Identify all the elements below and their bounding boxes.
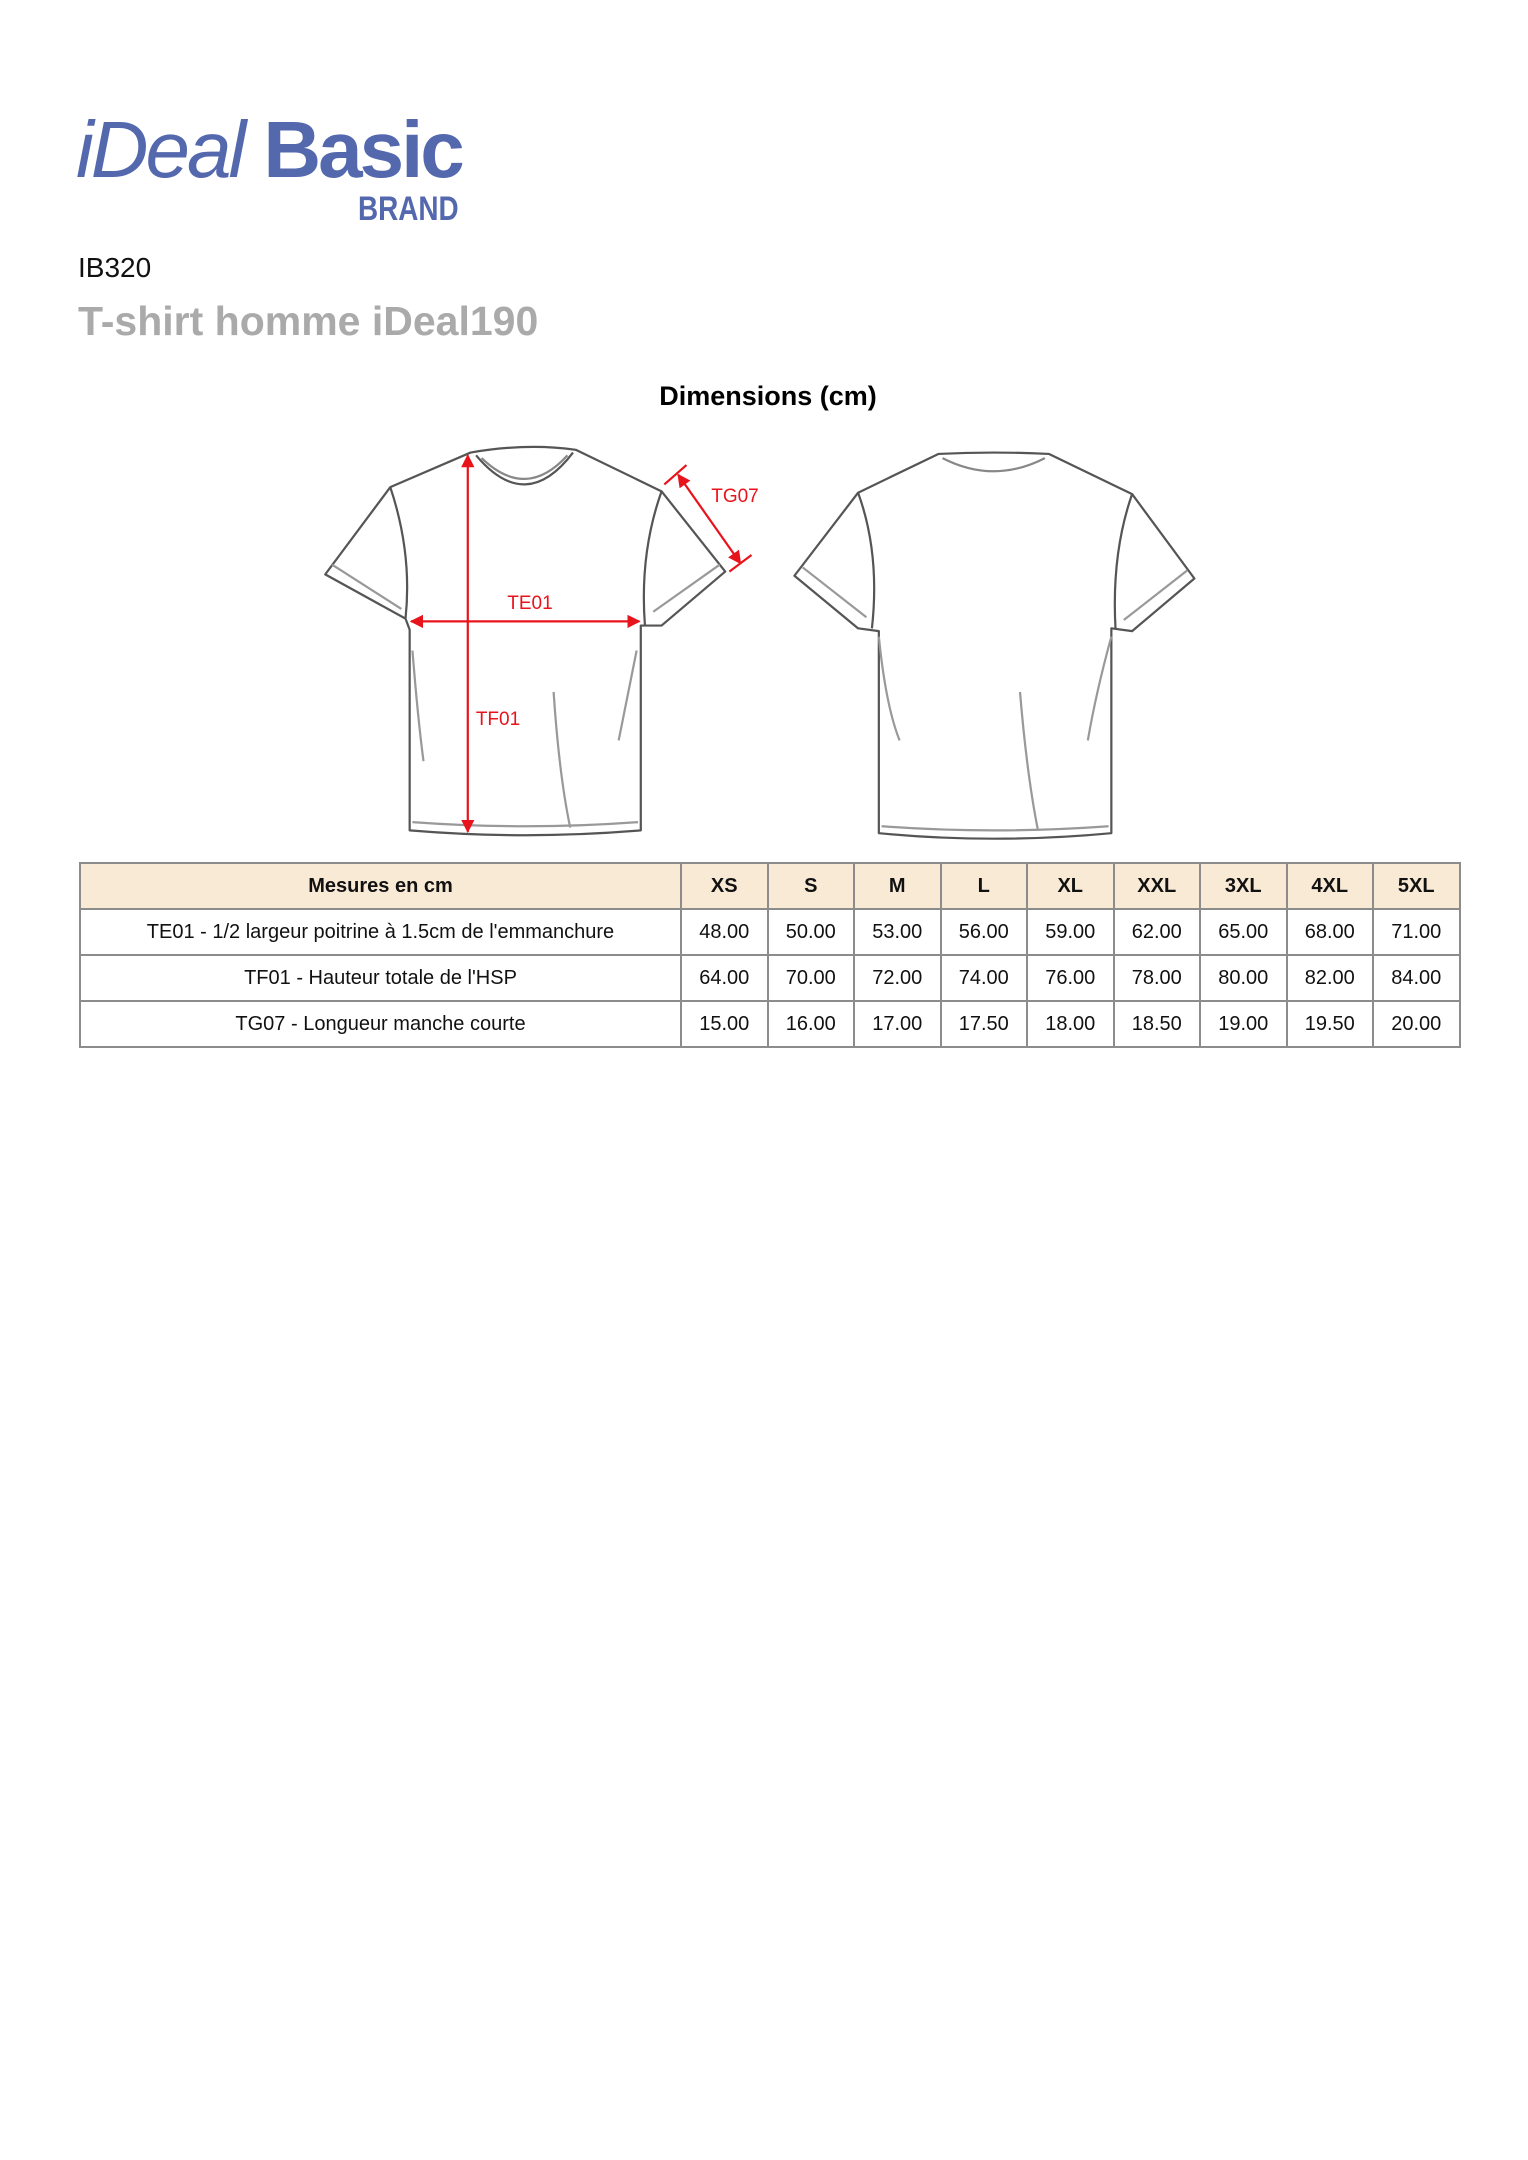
cell-value: 19.50 <box>1285 1000 1374 1048</box>
logo-wordmark: iDeal Basic <box>76 105 465 194</box>
row-label: TG07 - Longueur manche courte <box>79 1000 682 1048</box>
cell-value: 82.00 <box>1285 954 1374 1002</box>
label-te01: TE01 <box>507 593 552 614</box>
cell-value: 48.00 <box>680 908 769 956</box>
product-title: T-shirt homme iDeal190 <box>78 298 539 344</box>
logo-ideal: iDeal <box>76 105 246 194</box>
table-header-row: Mesures en cm XS S M L XL XXL 3XL 4XL 5X… <box>79 862 1461 910</box>
cell-value: 16.00 <box>766 1000 855 1048</box>
logo-basic: Basic <box>263 105 464 194</box>
label-tf01: TF01 <box>476 709 520 730</box>
product-reference: IB320 <box>78 252 152 283</box>
brand-logo: iDeal Basic BRAND <box>76 105 516 228</box>
cell-value: 59.00 <box>1026 908 1115 956</box>
cell-value: 64.00 <box>680 954 769 1002</box>
cell-value: 17.50 <box>939 1000 1028 1048</box>
cell-value: 50.00 <box>766 908 855 956</box>
tshirt-front <box>324 445 727 837</box>
header-size: XL <box>1026 862 1115 910</box>
cell-value: 17.00 <box>853 1000 942 1048</box>
header-size: M <box>853 862 942 910</box>
tshirt-back <box>793 451 1196 840</box>
cell-value: 76.00 <box>1026 954 1115 1002</box>
tshirt-diagrams: TE01 TF01 TG07 <box>324 445 1196 840</box>
header-measures: Mesures en cm <box>79 862 682 910</box>
cell-value: 71.00 <box>1372 908 1461 956</box>
row-label: TF01 - Hauteur totale de l'HSP <box>79 954 682 1002</box>
cell-value: 19.00 <box>1199 1000 1288 1048</box>
row-label: TE01 - 1/2 largeur poitrine à 1.5cm de l… <box>79 908 682 956</box>
cell-value: 20.00 <box>1372 1000 1461 1048</box>
cell-value: 65.00 <box>1199 908 1288 956</box>
table-row: TF01 - Hauteur totale de l'HSP 64.00 70.00… <box>79 954 1461 1002</box>
header-size: XS <box>680 862 769 910</box>
header-size: S <box>766 862 855 910</box>
logo-brand: BRAND <box>358 190 459 228</box>
cell-value: 18.50 <box>1112 1000 1201 1048</box>
cell-value: 62.00 <box>1112 908 1201 956</box>
cell-value: 80.00 <box>1199 954 1288 1002</box>
cell-value: 56.00 <box>939 908 1028 956</box>
header-size: L <box>939 862 1028 910</box>
cell-value: 18.00 <box>1026 1000 1115 1048</box>
cell-value: 74.00 <box>939 954 1028 1002</box>
cell-value: 15.00 <box>680 1000 769 1048</box>
header-size: 5XL <box>1372 862 1461 910</box>
dimensions-heading: Dimensions (cm) <box>659 381 877 411</box>
header-size: 4XL <box>1285 862 1374 910</box>
cell-value: 84.00 <box>1372 954 1461 1002</box>
cell-value: 53.00 <box>853 908 942 956</box>
cell-value: 70.00 <box>766 954 855 1002</box>
label-tg07: TG07 <box>711 486 759 507</box>
size-chart-table: Mesures en cm XS S M L XL XXL 3XL 4XL 5X… <box>79 862 1461 1048</box>
measure-arrows <box>409 454 753 834</box>
header-size: 3XL <box>1199 862 1288 910</box>
cell-value: 68.00 <box>1285 908 1374 956</box>
cell-value: 78.00 <box>1112 954 1201 1002</box>
cell-value: 72.00 <box>853 954 942 1002</box>
header-size: XXL <box>1112 862 1201 910</box>
table-row: TG07 - Longueur manche courte 15.00 16.00 1… <box>79 1000 1461 1048</box>
table-row: TE01 - 1/2 largeur poitrine à 1.5cm de l… <box>79 908 1461 956</box>
